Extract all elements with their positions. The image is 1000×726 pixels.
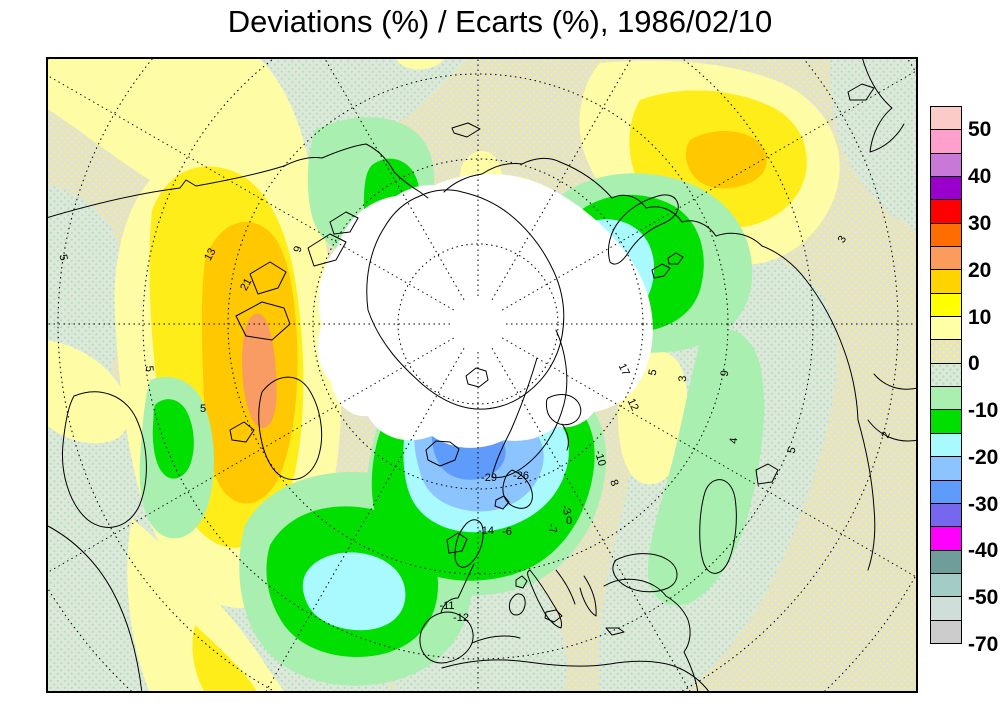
contour-label: 5 — [143, 365, 155, 372]
contour-label: -10 — [592, 449, 608, 467]
graticule — [46, 57, 918, 693]
contour-label: 2 — [879, 430, 892, 440]
anomaly-map-svg: 13 21 9 5 5 5 -29 -26 -14 -6 -7-30 -10 8 -11-12 17 12 5 3… — [46, 57, 918, 693]
colorbar-cell — [930, 502, 962, 528]
colorbar-tick-label: -70 — [968, 633, 999, 656]
colorbar-cell — [930, 106, 962, 131]
contour-label: -29 — [481, 472, 497, 484]
contour-label: 3 — [836, 234, 849, 245]
colorbar-cell — [930, 362, 962, 388]
latitude-circle — [312, 158, 644, 490]
colorbar-tick-label: -30 — [968, 492, 999, 516]
contour-labels: 13 21 9 5 5 5 -29 -26 -14 -6 -7-30 -10 8 -11-12 17 12 5 3… — [57, 234, 893, 624]
colorbar-tick-label: 40 — [968, 165, 992, 189]
meridian-line — [46, 57, 455, 311]
map-frame — [46, 57, 918, 693]
colorbar-cell — [930, 456, 962, 481]
latitude-circle — [57, 57, 899, 693]
meridian-line — [491, 347, 829, 693]
colorbar-cell — [930, 619, 962, 644]
contour-label: -11 — [439, 600, 454, 612]
contour-label: -3 — [559, 503, 574, 516]
meridian-line — [46, 337, 455, 675]
contour-label: 3 — [677, 375, 689, 382]
colorbar-cell — [930, 199, 962, 224]
latitude-circle — [142, 57, 814, 660]
meridian-line — [127, 347, 465, 693]
map-title: Deviations (%) / Ecarts (%), 1986/02/10 — [227, 4, 773, 39]
contour-label: -6 — [502, 526, 512, 538]
latitude-circle — [397, 243, 559, 405]
contour-label: 17 — [616, 362, 632, 378]
contour-label: -26 — [513, 470, 529, 482]
colorbar-cell — [930, 386, 962, 411]
colorbar-cell — [930, 479, 962, 504]
colorbar-cell — [930, 246, 962, 271]
contour-label: 9 — [719, 369, 732, 377]
colorbar-cell — [930, 409, 962, 434]
colorbar-tick-label: -20 — [968, 445, 999, 469]
colorbar-cell — [930, 432, 962, 458]
contour-label: 13 — [202, 246, 218, 262]
contour-label: -12 — [453, 612, 469, 624]
colorbar-cell — [930, 339, 962, 364]
colorbar-tick-label: 30 — [968, 211, 992, 235]
meridian-line — [501, 57, 918, 311]
colorbar-cell — [930, 549, 962, 574]
polar-no-data-region — [317, 173, 653, 448]
colorbar-cell — [930, 129, 962, 154]
colorbar-tick-label: 20 — [968, 258, 992, 282]
contour-label: 5 — [786, 446, 799, 455]
colorbar-tick-label: -10 — [968, 399, 999, 423]
colorbar-tick-labels: 50 40 30 20 10 0 -10 -20 -30 -40 -50 -70 — [968, 106, 1000, 655]
meridian-line — [501, 337, 918, 675]
contour-label: -14 — [478, 525, 494, 537]
colorbar-cell — [930, 269, 962, 294]
anomaly-map: 13 21 9 5 5 5 -29 -26 -14 -6 -7 -3 0 -10 8 -11 -12 17 12 5 3… — [46, 57, 918, 693]
colorbar-tick-label: -50 — [968, 586, 999, 610]
colorbar-cell — [930, 596, 962, 621]
colorbar-tick-label: 0 — [968, 352, 980, 376]
contour-label: 21 — [238, 276, 254, 292]
colorbar-tick-label: 10 — [968, 305, 992, 329]
contour-label: 4 — [728, 437, 740, 444]
coastlines — [46, 57, 918, 693]
contour-label: 5 — [647, 368, 660, 376]
contour-label: 12 — [625, 397, 641, 413]
colorbar-cell — [930, 176, 962, 201]
contour-label: -7 — [545, 523, 559, 535]
colorbar-legend — [930, 106, 962, 644]
contour-label: 8 — [607, 478, 620, 488]
colorbar-cell — [930, 316, 962, 341]
colorbar-cell — [930, 572, 962, 598]
colorbar-cell — [930, 292, 962, 318]
colorbar-cell — [930, 152, 962, 178]
contour-label: 5 — [200, 403, 206, 415]
colorbar-cell — [930, 526, 962, 551]
latitude-circle — [227, 73, 729, 575]
colorbar-tick-label: 50 — [968, 118, 992, 142]
colorbar-tick-label: -40 — [968, 539, 999, 563]
colorbar-cell — [930, 222, 962, 248]
contour-label: 0 — [566, 515, 572, 527]
contour-label: 5 — [57, 253, 70, 261]
contour-label: 9 — [292, 245, 305, 254]
